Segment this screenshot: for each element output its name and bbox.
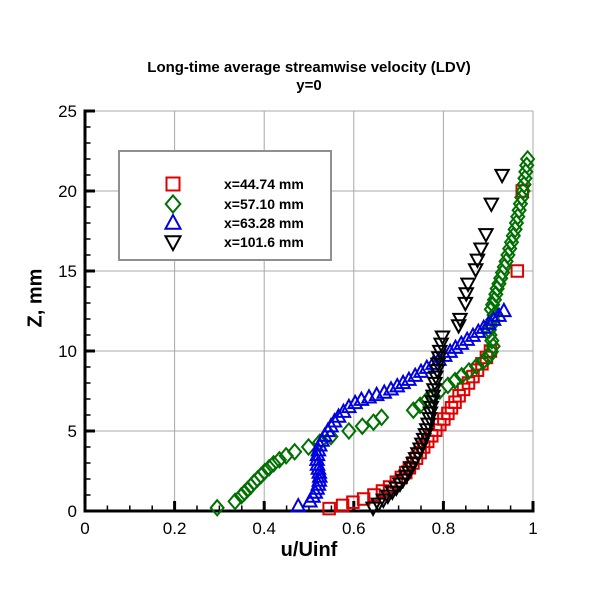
svg-text:0.6: 0.6 [342,519,366,538]
chart-subtitle: y=0 [296,77,322,94]
triangle-down-marker-icon [163,235,183,252]
chart-title: Long-time average streamwise velocity (L… [147,59,471,76]
svg-text:0: 0 [80,519,89,538]
series-1-markers [209,149,536,517]
svg-text:5: 5 [68,422,77,441]
legend-label: x=57.10 mm [224,196,304,212]
y-tick-labels: 0 5 10 15 20 25 [58,102,77,521]
legend-box: x=44.74 mm x=57.10 mm x=63.28 mm x=101.6… [118,150,332,261]
series-2-markers [289,301,513,513]
axis-lines [83,109,535,513]
diamond-marker-icon [164,194,182,214]
svg-text:0: 0 [68,502,77,521]
square-marker-icon [165,176,181,192]
series-3-markers [364,168,511,518]
svg-text:15: 15 [58,262,77,281]
triangle-up-marker-icon [163,213,183,230]
svg-text:25: 25 [58,102,77,121]
legend-label: x=44.74 mm [224,176,304,192]
svg-text:0.8: 0.8 [432,519,456,538]
x-axis-label: u/Uinf [280,539,338,561]
svg-text:0.4: 0.4 [252,519,276,538]
svg-text:10: 10 [58,342,77,361]
svg-text:0.2: 0.2 [163,519,187,538]
legend-label: x=63.28 mm [224,215,304,231]
svg-text:20: 20 [58,182,77,201]
legend-label: x=101.6 mm [224,234,304,250]
svg-text:1: 1 [528,519,537,538]
x-tick-labels: 0 0.2 0.4 0.6 0.8 1 [80,519,537,538]
